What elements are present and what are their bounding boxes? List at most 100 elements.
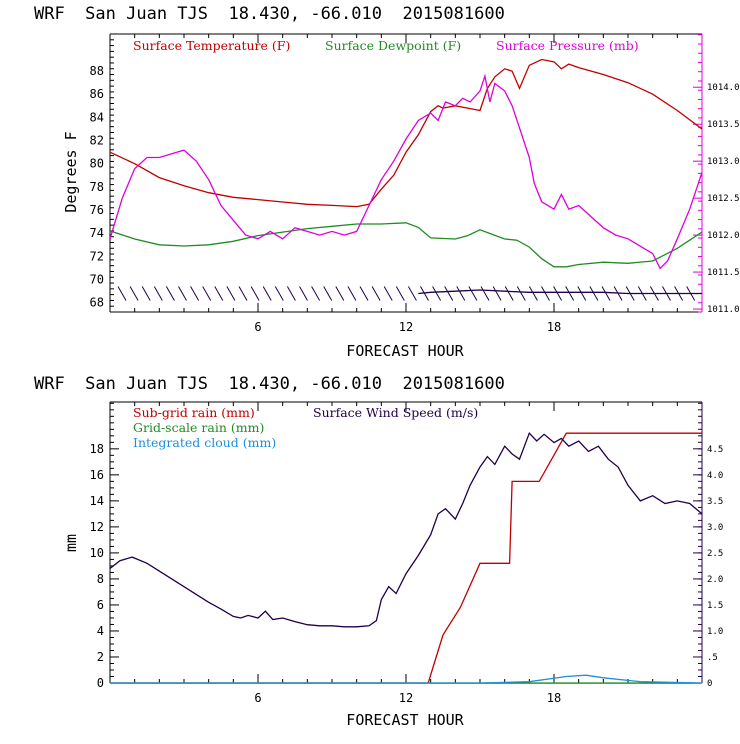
legend-entry: Sub-grid rain (mm) — [133, 405, 255, 420]
legend-entry: Integrated cloud (mm) — [133, 435, 276, 450]
y2-tick-label: 3.0 — [707, 523, 723, 533]
chart-title: WRF San Juan TJS 18.430, -66.010 2015081… — [34, 374, 505, 394]
y-tick-label: 86 — [90, 87, 104, 101]
y2-tick-label: 1013.0 — [707, 157, 740, 167]
series-line-sub-grid-rain-mm — [110, 432, 702, 683]
y2-tick-label: 2.5 — [707, 549, 723, 559]
wind-barb — [395, 286, 405, 301]
wind-barb — [649, 286, 659, 301]
y2-tick-label: 1.5 — [707, 601, 723, 611]
y-tick-label: 70 — [90, 273, 104, 287]
wind-barb — [456, 286, 466, 301]
wind-barb — [165, 286, 175, 301]
y-tick-label: 4 — [97, 624, 104, 638]
y2-tick-label: 1012.0 — [707, 231, 740, 241]
wind-barb — [323, 286, 333, 301]
wind-barb — [190, 286, 200, 301]
wind-barb — [141, 286, 151, 301]
wind-barb — [226, 286, 236, 301]
wind-barb — [444, 286, 454, 301]
series-line-surface-wind-speed-m-s — [110, 432, 702, 628]
wind-barb — [674, 286, 684, 301]
wind-barb — [420, 286, 429, 301]
y2-tick-label: 1.0 — [707, 627, 723, 637]
y-tick-label: 14 — [90, 494, 104, 508]
y2-tick-label: 3.5 — [707, 497, 723, 507]
wind-barb — [504, 286, 514, 301]
wind-barb — [274, 286, 284, 301]
wind-barb — [686, 286, 696, 301]
wind-barb — [311, 286, 321, 301]
wind-barb — [541, 286, 550, 301]
y-axis-label: mm — [62, 534, 80, 552]
y2-tick-label: .5 — [707, 653, 718, 663]
series-line-integrated-cloud-mm — [110, 674, 702, 683]
x-axis-label: FORECAST HOUR — [346, 711, 464, 729]
legend-entry: Surface Dewpoint (F) — [325, 38, 461, 53]
wind-barb — [214, 286, 224, 301]
y-tick-label: 88 — [90, 64, 104, 78]
legend-entry: Surface Pressure (mb) — [496, 38, 639, 53]
x-tick-label: 12 — [399, 320, 413, 334]
wind-barb — [577, 286, 587, 301]
y2-tick-label: 1011.5 — [707, 268, 740, 278]
x-axis-label: FORECAST HOUR — [346, 342, 464, 360]
wind-barb — [553, 286, 563, 301]
y2-tick-label: 4.5 — [707, 445, 723, 455]
y-tick-label: 12 — [90, 520, 104, 534]
wind-barb — [335, 286, 345, 301]
y-tick-label: 68 — [90, 296, 104, 310]
wind-barb — [565, 286, 575, 301]
y-tick-label: 78 — [90, 180, 104, 194]
y-tick-label: 74 — [90, 226, 104, 240]
y2-tick-label: 1014.0 — [707, 83, 740, 93]
rain-wind-panel: WRF San Juan TJS 18.430, -66.010 2015081… — [34, 374, 723, 729]
x-tick-label: 18 — [547, 691, 561, 705]
wind-barb — [238, 286, 248, 301]
wind-barb — [662, 286, 671, 301]
wind-barb — [383, 286, 393, 301]
wind-barb — [359, 286, 369, 301]
wind-barb — [347, 286, 357, 301]
wind-barb — [625, 286, 635, 301]
y2-tick-label: 1011.0 — [707, 305, 740, 315]
legend-entry: Grid-scale rain (mm) — [133, 420, 264, 435]
series-line-wind-barb-baseline — [418, 289, 702, 295]
x-tick-label: 6 — [254, 691, 261, 705]
series-line-surface-dewpoint-f — [110, 222, 702, 268]
y-tick-label: 80 — [90, 157, 104, 171]
wind-barb — [480, 286, 490, 301]
x-tick-label: 12 — [399, 691, 413, 705]
y2-tick-label: 0 — [707, 679, 712, 689]
temperature-panel: WRF San Juan TJS 18.430, -66.010 2015081… — [34, 4, 740, 360]
wind-barb — [637, 286, 647, 301]
legend-entry: Surface Wind Speed (m/s) — [313, 405, 478, 420]
x-tick-label: 6 — [254, 320, 261, 334]
wind-barb — [601, 286, 611, 301]
wind-barb — [153, 286, 163, 301]
y-tick-label: 72 — [90, 249, 104, 263]
series-line-surface-pressure-mb — [110, 73, 702, 270]
x-tick-label: 18 — [547, 320, 561, 334]
wind-barb — [262, 286, 272, 301]
wind-barb — [492, 286, 502, 301]
y-tick-label: 16 — [90, 468, 104, 482]
wind-barb — [371, 286, 381, 301]
wind-barb — [432, 286, 442, 301]
wind-barb — [468, 286, 478, 301]
wind-barb — [129, 286, 139, 301]
y2-tick-label: 1013.5 — [707, 120, 740, 130]
series-line-surface-temperature-f — [110, 58, 702, 208]
y-tick-label: 8 — [97, 572, 104, 586]
wind-barb — [286, 286, 296, 301]
wind-barb — [299, 286, 308, 301]
y-tick-label: 0 — [97, 676, 104, 690]
y-tick-label: 84 — [90, 110, 104, 124]
y-tick-label: 82 — [90, 134, 104, 148]
wind-barb — [589, 286, 599, 301]
y-tick-label: 18 — [90, 442, 104, 456]
wind-barb — [613, 286, 623, 301]
y-tick-label: 10 — [90, 546, 104, 560]
